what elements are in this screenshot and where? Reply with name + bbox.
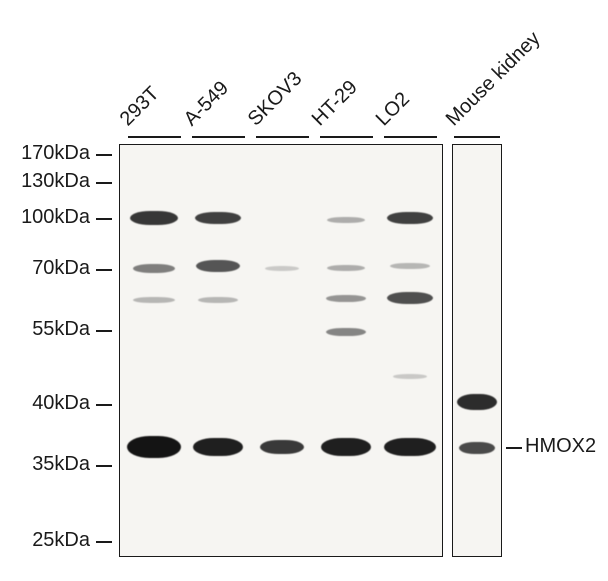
- lane-label: Mouse kidney: [442, 27, 546, 131]
- western-blot-figure: 170kDa 130kDa 100kDa 70kDa 55kDa 40kDa 35kDa 25…: [0, 0, 608, 581]
- band: [196, 260, 240, 272]
- mw-tick: [96, 404, 112, 406]
- mw-label: 170kDa: [0, 142, 90, 165]
- mw-tick: [96, 182, 112, 184]
- lane-underline: [320, 136, 373, 138]
- band: [390, 263, 430, 269]
- band: [127, 436, 181, 458]
- lane-label: LO2: [372, 88, 415, 131]
- band: [133, 297, 175, 303]
- band: [326, 295, 366, 302]
- band: [387, 212, 433, 224]
- mw-label: 55kDa: [0, 318, 90, 341]
- band: [327, 217, 365, 223]
- mw-label: 100kDa: [0, 206, 90, 229]
- blot-frame-main: [119, 144, 443, 557]
- band: [457, 394, 497, 410]
- band: [384, 438, 436, 456]
- band: [265, 266, 299, 271]
- target-text: HMOX2: [525, 435, 596, 457]
- lane-label: A-549: [180, 77, 234, 131]
- band: [198, 297, 238, 303]
- band: [326, 328, 366, 336]
- target-tick: [506, 447, 522, 449]
- lane-label: SKOV3: [244, 68, 307, 131]
- mw-tick: [96, 541, 112, 543]
- mw-tick: [96, 465, 112, 467]
- band: [387, 292, 433, 304]
- band: [327, 265, 365, 271]
- lane-underline: [454, 136, 500, 138]
- lane-underline: [192, 136, 245, 138]
- mw-tick: [96, 218, 112, 220]
- mw-label: 40kDa: [0, 392, 90, 415]
- band: [459, 442, 495, 454]
- mw-label: 70kDa: [0, 257, 90, 280]
- mw-tick: [96, 330, 112, 332]
- lane-underline: [128, 136, 181, 138]
- mw-label: 130kDa: [0, 170, 90, 193]
- lane-label: 293T: [116, 82, 165, 131]
- lane-underline: [384, 136, 437, 138]
- band: [193, 438, 243, 456]
- lane-underline: [256, 136, 309, 138]
- blot-frame-kidney: [452, 144, 502, 557]
- mw-label: 25kDa: [0, 529, 90, 552]
- mw-tick: [96, 154, 112, 156]
- band: [260, 440, 304, 454]
- band: [133, 264, 175, 273]
- mw-label: 35kDa: [0, 453, 90, 476]
- band: [195, 212, 241, 224]
- band: [393, 374, 427, 379]
- band: [130, 211, 178, 225]
- lane-label: HT-29: [308, 76, 363, 131]
- band: [321, 438, 371, 456]
- mw-tick: [96, 269, 112, 271]
- target-label: HMOX2: [525, 435, 596, 458]
